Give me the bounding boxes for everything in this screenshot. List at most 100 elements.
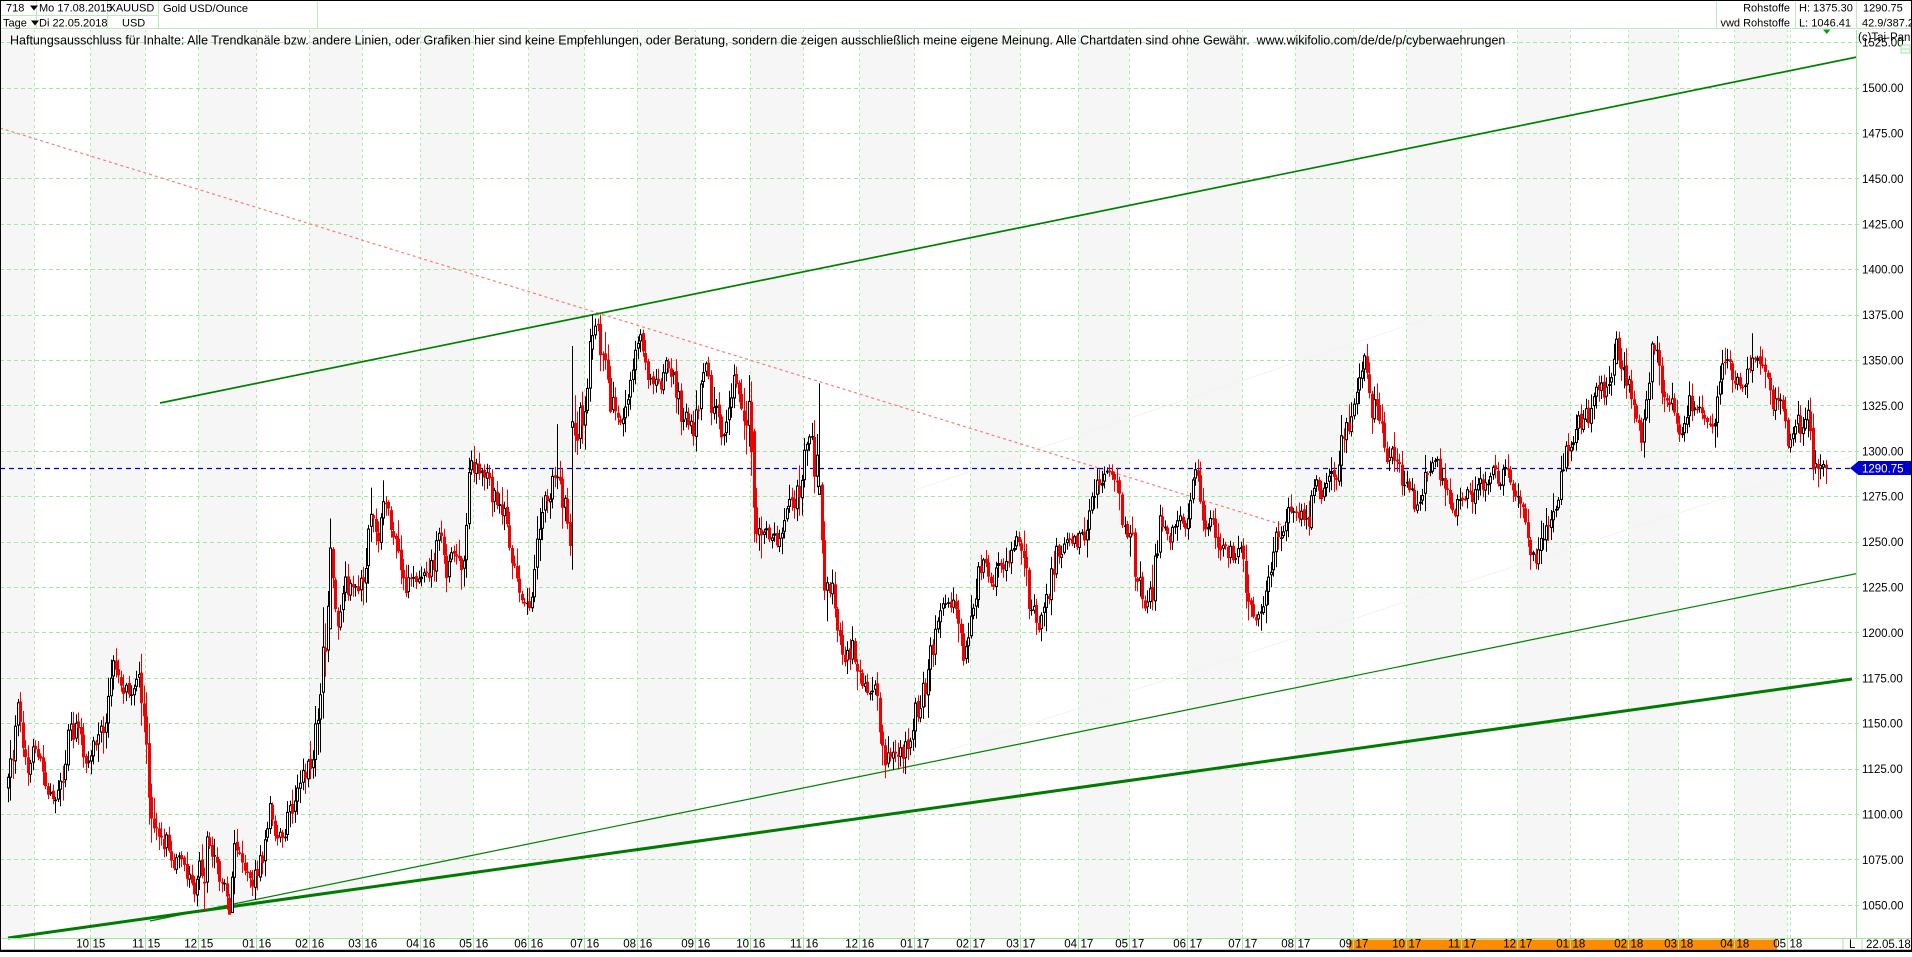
svg-text:1450.00: 1450.00 bbox=[1862, 174, 1904, 186]
svg-text:1325.00: 1325.00 bbox=[1862, 401, 1904, 413]
svg-text:1125.00: 1125.00 bbox=[1862, 764, 1903, 776]
svg-text:1275.00: 1275.00 bbox=[1862, 492, 1904, 504]
svg-text:17: 17 bbox=[1023, 939, 1036, 951]
svg-text:16: 16 bbox=[312, 939, 325, 951]
svg-text:03: 03 bbox=[348, 939, 361, 951]
svg-text:12: 12 bbox=[845, 939, 858, 951]
svg-text:17: 17 bbox=[1356, 939, 1369, 951]
svg-text:18: 18 bbox=[1790, 939, 1803, 951]
svg-text:15: 15 bbox=[93, 939, 106, 951]
svg-text:01: 01 bbox=[900, 939, 913, 951]
svg-text:1525.00: 1525.00 bbox=[1862, 38, 1904, 50]
svg-text:17: 17 bbox=[1464, 939, 1477, 951]
svg-text:1300.00: 1300.00 bbox=[1862, 446, 1904, 458]
svg-text:Tage: Tage bbox=[3, 18, 27, 30]
svg-text:15: 15 bbox=[201, 939, 214, 951]
svg-text:11: 11 bbox=[132, 939, 144, 951]
svg-text:17: 17 bbox=[1409, 939, 1422, 951]
svg-text:08: 08 bbox=[623, 939, 636, 951]
svg-text:vwd Rohstoffe: vwd Rohstoffe bbox=[1720, 18, 1790, 30]
svg-text:11: 11 bbox=[1448, 939, 1460, 951]
svg-text:718: 718 bbox=[6, 3, 24, 15]
svg-text:01: 01 bbox=[242, 939, 255, 951]
svg-text:1400.00: 1400.00 bbox=[1862, 265, 1904, 277]
svg-text:1100.00: 1100.00 bbox=[1862, 810, 1903, 822]
svg-text:10: 10 bbox=[736, 939, 749, 951]
svg-text:17: 17 bbox=[973, 939, 986, 951]
svg-text:L: 1046.41: L: 1046.41 bbox=[1799, 18, 1851, 30]
svg-text:Mo 17.08.2015: Mo 17.08.2015 bbox=[39, 3, 112, 15]
svg-text:17: 17 bbox=[1132, 939, 1145, 951]
svg-text:1050.00: 1050.00 bbox=[1862, 900, 1904, 912]
svg-text:17: 17 bbox=[1520, 939, 1533, 951]
svg-text:04: 04 bbox=[1720, 939, 1733, 951]
svg-text:16: 16 bbox=[531, 939, 544, 951]
svg-text:XAUUSD: XAUUSD bbox=[109, 3, 155, 15]
svg-text:Gold USD/Ounce: Gold USD/Ounce bbox=[163, 3, 248, 15]
svg-text:17: 17 bbox=[1245, 939, 1258, 951]
svg-text:18: 18 bbox=[1737, 939, 1750, 951]
svg-text:16: 16 bbox=[259, 939, 272, 951]
svg-text:18: 18 bbox=[1681, 939, 1694, 951]
svg-text:Rohstoffe: Rohstoffe bbox=[1743, 3, 1790, 15]
svg-text:1075.00: 1075.00 bbox=[1862, 855, 1904, 867]
svg-text:05: 05 bbox=[1115, 939, 1128, 951]
svg-text:17: 17 bbox=[917, 939, 930, 951]
svg-text:06: 06 bbox=[514, 939, 527, 951]
svg-text:09: 09 bbox=[1339, 939, 1352, 951]
svg-text:16: 16 bbox=[423, 939, 436, 951]
svg-text:(c)Tai-Pan: (c)Tai-Pan bbox=[1858, 32, 1910, 44]
svg-text:1500.00: 1500.00 bbox=[1862, 83, 1904, 95]
svg-text:07: 07 bbox=[570, 939, 583, 951]
svg-text:1200.00: 1200.00 bbox=[1862, 628, 1904, 640]
svg-text:17: 17 bbox=[1190, 939, 1203, 951]
svg-text:02: 02 bbox=[956, 939, 969, 951]
svg-text:16: 16 bbox=[862, 939, 875, 951]
svg-text:42.9/387.2: 42.9/387.2 bbox=[1862, 18, 1912, 30]
svg-text:12: 12 bbox=[1503, 939, 1516, 951]
svg-text:05: 05 bbox=[1773, 939, 1786, 951]
svg-text:USD: USD bbox=[122, 18, 145, 30]
svg-text:03: 03 bbox=[1664, 939, 1677, 951]
svg-text:1290.75: 1290.75 bbox=[1863, 3, 1903, 15]
svg-text:22.05.18: 22.05.18 bbox=[1866, 939, 1911, 951]
svg-text:1175.00: 1175.00 bbox=[1862, 673, 1903, 685]
svg-text:18: 18 bbox=[1631, 939, 1644, 951]
svg-text:06: 06 bbox=[1173, 939, 1186, 951]
svg-text:L: L bbox=[1849, 939, 1856, 951]
svg-text:02: 02 bbox=[1614, 939, 1627, 951]
svg-text:17: 17 bbox=[1298, 939, 1311, 951]
svg-text:04: 04 bbox=[406, 939, 419, 951]
svg-text:16: 16 bbox=[587, 939, 600, 951]
svg-text:1225.00: 1225.00 bbox=[1862, 583, 1904, 595]
svg-text:16: 16 bbox=[476, 939, 489, 951]
svg-text:1475.00: 1475.00 bbox=[1862, 129, 1904, 141]
svg-text:1425.00: 1425.00 bbox=[1862, 219, 1904, 231]
svg-text:15: 15 bbox=[148, 939, 161, 951]
svg-text:10: 10 bbox=[1392, 939, 1405, 951]
svg-text:16: 16 bbox=[640, 939, 653, 951]
svg-text:11: 11 bbox=[790, 939, 802, 951]
svg-text:1350.00: 1350.00 bbox=[1862, 356, 1904, 368]
svg-text:H: 1375.30: H: 1375.30 bbox=[1799, 3, 1853, 15]
svg-text:16: 16 bbox=[806, 939, 819, 951]
svg-text:Haftungsausschluss für Inhalte: Haftungsausschluss für Inhalte: Alle Tre… bbox=[10, 34, 1505, 48]
svg-text:02: 02 bbox=[295, 939, 308, 951]
svg-text:17: 17 bbox=[1081, 939, 1094, 951]
svg-text:Di 22.05.2018: Di 22.05.2018 bbox=[39, 18, 108, 30]
svg-text:1150.00: 1150.00 bbox=[1862, 719, 1903, 731]
svg-text:1375.00: 1375.00 bbox=[1862, 310, 1904, 322]
svg-text:08: 08 bbox=[1281, 939, 1294, 951]
svg-text:16: 16 bbox=[365, 939, 378, 951]
svg-text:03: 03 bbox=[1006, 939, 1019, 951]
svg-text:09: 09 bbox=[681, 939, 694, 951]
svg-text:10: 10 bbox=[76, 939, 89, 951]
svg-text:04: 04 bbox=[1064, 939, 1077, 951]
svg-text:18: 18 bbox=[1573, 939, 1586, 951]
svg-text:05: 05 bbox=[459, 939, 472, 951]
svg-text:07: 07 bbox=[1228, 939, 1241, 951]
svg-text:1290.75: 1290.75 bbox=[1862, 464, 1904, 476]
svg-text:16: 16 bbox=[698, 939, 711, 951]
svg-text:12: 12 bbox=[184, 939, 197, 951]
svg-text:1250.00: 1250.00 bbox=[1862, 537, 1904, 549]
